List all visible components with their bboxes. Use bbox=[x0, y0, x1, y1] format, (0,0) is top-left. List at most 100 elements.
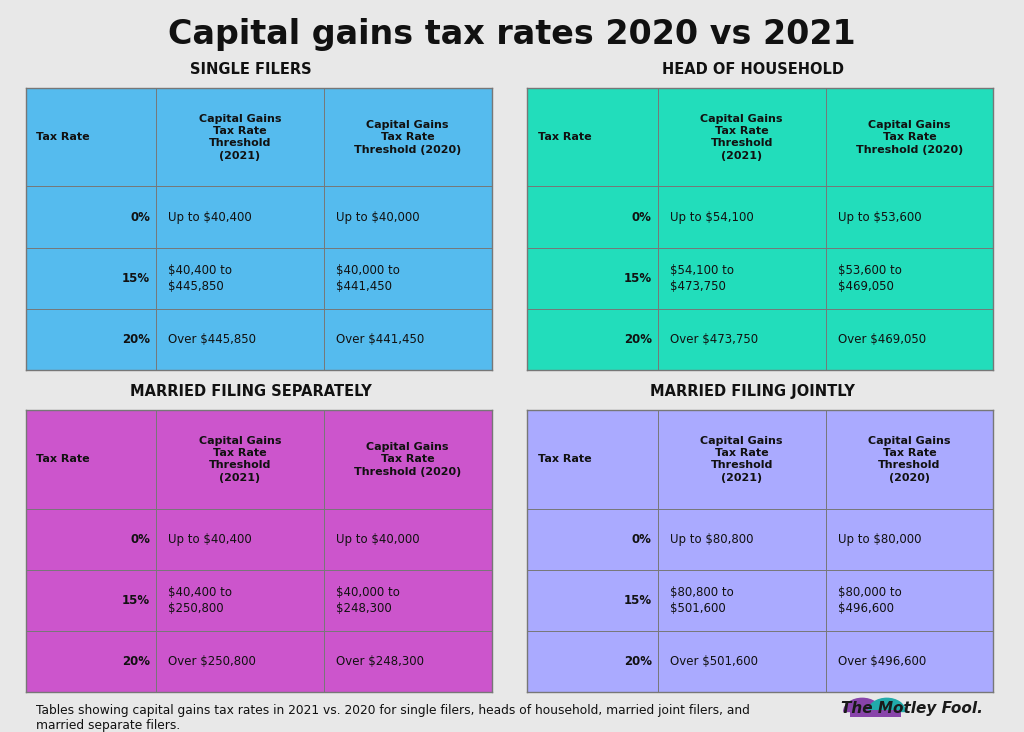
Text: Capital Gains
Tax Rate
Threshold
(2021): Capital Gains Tax Rate Threshold (2021) bbox=[700, 113, 783, 161]
Text: 15%: 15% bbox=[624, 594, 651, 607]
Text: $40,000 to
$248,300: $40,000 to $248,300 bbox=[336, 586, 400, 615]
Bar bbox=[26, 410, 156, 509]
Text: HEAD OF HOUSEHOLD: HEAD OF HOUSEHOLD bbox=[662, 62, 844, 77]
Text: Tax Rate: Tax Rate bbox=[538, 132, 591, 142]
Bar bbox=[324, 309, 492, 370]
Text: 0%: 0% bbox=[130, 533, 150, 545]
Wedge shape bbox=[868, 698, 905, 712]
Text: Tax Rate: Tax Rate bbox=[538, 455, 591, 464]
Text: MARRIED FILING JOINTLY: MARRIED FILING JOINTLY bbox=[650, 384, 855, 399]
Text: The Motley Fool.: The Motley Fool. bbox=[841, 701, 983, 716]
Text: Up to $54,100: Up to $54,100 bbox=[670, 211, 754, 223]
Bar bbox=[156, 410, 324, 509]
Text: $80,000 to
$496,600: $80,000 to $496,600 bbox=[838, 586, 901, 615]
Text: Over $501,600: Over $501,600 bbox=[670, 654, 758, 668]
Text: Over $248,300: Over $248,300 bbox=[336, 654, 424, 668]
Text: 20%: 20% bbox=[624, 332, 651, 346]
Bar bbox=[156, 631, 324, 692]
Text: 15%: 15% bbox=[122, 272, 150, 285]
Text: Tax Rate: Tax Rate bbox=[36, 455, 89, 464]
Text: 0%: 0% bbox=[632, 533, 651, 545]
Text: 15%: 15% bbox=[624, 272, 651, 285]
Bar bbox=[657, 569, 825, 631]
Bar bbox=[657, 88, 825, 187]
Text: Up to $53,600: Up to $53,600 bbox=[838, 211, 922, 223]
Bar bbox=[657, 631, 825, 692]
Bar bbox=[26, 247, 156, 309]
Bar bbox=[527, 569, 657, 631]
Bar bbox=[527, 309, 657, 370]
Text: $53,600 to
$469,050: $53,600 to $469,050 bbox=[838, 264, 902, 293]
Bar bbox=[825, 569, 993, 631]
Bar bbox=[156, 88, 324, 187]
Bar bbox=[26, 569, 156, 631]
Text: Capital Gains
Tax Rate
Threshold
(2021): Capital Gains Tax Rate Threshold (2021) bbox=[199, 113, 282, 161]
Text: SINGLE FILERS: SINGLE FILERS bbox=[190, 62, 311, 77]
Bar bbox=[26, 88, 156, 187]
Bar bbox=[825, 187, 993, 247]
Text: Over $473,750: Over $473,750 bbox=[670, 332, 758, 346]
Text: 15%: 15% bbox=[122, 594, 150, 607]
Bar bbox=[657, 187, 825, 247]
Text: Capital gains tax rates 2020 vs 2021: Capital gains tax rates 2020 vs 2021 bbox=[168, 18, 856, 51]
Text: $40,000 to
$441,450: $40,000 to $441,450 bbox=[336, 264, 400, 293]
Text: Up to $40,000: Up to $40,000 bbox=[336, 211, 420, 223]
Bar bbox=[825, 509, 993, 569]
Text: $40,400 to
$445,850: $40,400 to $445,850 bbox=[168, 264, 232, 293]
Wedge shape bbox=[844, 698, 881, 712]
Bar bbox=[26, 187, 156, 247]
Text: 0%: 0% bbox=[130, 211, 150, 223]
Text: $54,100 to
$473,750: $54,100 to $473,750 bbox=[670, 264, 734, 293]
Text: Capital Gains
Tax Rate
Threshold
(2021): Capital Gains Tax Rate Threshold (2021) bbox=[700, 436, 783, 483]
Bar bbox=[324, 631, 492, 692]
Bar bbox=[527, 509, 657, 569]
Bar bbox=[324, 569, 492, 631]
Text: Tax Rate: Tax Rate bbox=[36, 132, 89, 142]
Text: Up to $80,000: Up to $80,000 bbox=[838, 533, 922, 545]
Text: 0%: 0% bbox=[632, 211, 651, 223]
Text: married separate filers.: married separate filers. bbox=[36, 719, 180, 732]
Bar bbox=[825, 410, 993, 509]
Text: Capital Gains
Tax Rate
Threshold
(2020): Capital Gains Tax Rate Threshold (2020) bbox=[868, 436, 950, 483]
Bar bbox=[657, 410, 825, 509]
Text: 20%: 20% bbox=[122, 332, 150, 346]
Bar bbox=[825, 309, 993, 370]
Text: MARRIED FILING SEPARATELY: MARRIED FILING SEPARATELY bbox=[130, 384, 372, 399]
Text: Up to $40,000: Up to $40,000 bbox=[336, 533, 420, 545]
Text: Up to $40,400: Up to $40,400 bbox=[168, 211, 252, 223]
Bar bbox=[324, 247, 492, 309]
Bar bbox=[527, 631, 657, 692]
Bar bbox=[527, 187, 657, 247]
Bar bbox=[156, 187, 324, 247]
Bar bbox=[657, 309, 825, 370]
Text: Over $441,450: Over $441,450 bbox=[336, 332, 424, 346]
Text: $80,800 to
$501,600: $80,800 to $501,600 bbox=[670, 586, 734, 615]
Bar bbox=[156, 247, 324, 309]
Text: Capital Gains
Tax Rate
Threshold (2020): Capital Gains Tax Rate Threshold (2020) bbox=[354, 120, 461, 154]
Bar bbox=[527, 88, 657, 187]
Text: Tables showing capital gains tax rates in 2021 vs. 2020 for single filers, heads: Tables showing capital gains tax rates i… bbox=[36, 704, 750, 717]
Text: Over $496,600: Over $496,600 bbox=[838, 654, 926, 668]
Bar bbox=[156, 569, 324, 631]
Bar bbox=[657, 509, 825, 569]
Text: Over $250,800: Over $250,800 bbox=[168, 654, 256, 668]
Bar bbox=[527, 410, 657, 509]
Bar bbox=[850, 710, 901, 717]
Bar bbox=[825, 247, 993, 309]
Text: Up to $80,800: Up to $80,800 bbox=[670, 533, 754, 545]
Text: Up to $40,400: Up to $40,400 bbox=[168, 533, 252, 545]
Text: 20%: 20% bbox=[624, 654, 651, 668]
Bar bbox=[26, 509, 156, 569]
Text: Capital Gains
Tax Rate
Threshold
(2021): Capital Gains Tax Rate Threshold (2021) bbox=[199, 436, 282, 483]
Bar bbox=[156, 309, 324, 370]
Bar bbox=[825, 631, 993, 692]
Text: Capital Gains
Tax Rate
Threshold (2020): Capital Gains Tax Rate Threshold (2020) bbox=[856, 120, 963, 154]
Bar bbox=[26, 309, 156, 370]
Text: $40,400 to
$250,800: $40,400 to $250,800 bbox=[168, 586, 232, 615]
Text: Over $469,050: Over $469,050 bbox=[838, 332, 926, 346]
Bar bbox=[657, 247, 825, 309]
Text: Over $445,850: Over $445,850 bbox=[168, 332, 256, 346]
Bar bbox=[324, 509, 492, 569]
Bar bbox=[527, 247, 657, 309]
Bar bbox=[825, 88, 993, 187]
